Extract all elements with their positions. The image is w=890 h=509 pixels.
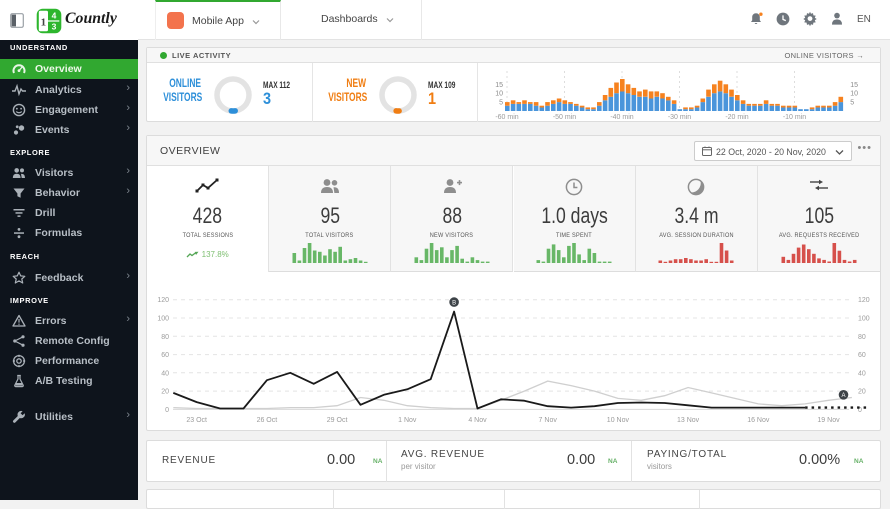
svg-text:4: 4 xyxy=(52,11,57,21)
svg-text:13 Nov: 13 Nov xyxy=(677,417,700,424)
svg-text:100: 100 xyxy=(858,316,870,323)
svg-text:5: 5 xyxy=(499,100,503,107)
svg-text:120: 120 xyxy=(858,297,870,304)
svg-text:26 Oct: 26 Oct xyxy=(257,417,278,424)
svg-text:20: 20 xyxy=(858,389,866,396)
svg-text:3: 3 xyxy=(52,22,57,32)
svg-text:20: 20 xyxy=(161,389,169,396)
svg-text:-40 min: -40 min xyxy=(610,114,633,121)
svg-text:120: 120 xyxy=(157,297,169,304)
svg-text:4 Nov: 4 Nov xyxy=(468,417,487,424)
svg-text:-20 min: -20 min xyxy=(725,114,748,121)
svg-text:-60 min: -60 min xyxy=(495,114,518,121)
svg-text:A: A xyxy=(841,393,845,399)
svg-text:10 Nov: 10 Nov xyxy=(607,417,630,424)
svg-text:15: 15 xyxy=(495,82,503,89)
svg-text:-30 min: -30 min xyxy=(668,114,691,121)
svg-text:23 Oct: 23 Oct xyxy=(186,417,207,424)
svg-text:5: 5 xyxy=(850,100,854,107)
svg-text:0: 0 xyxy=(165,407,169,414)
svg-text:60: 60 xyxy=(858,352,866,359)
svg-text:19 Nov: 19 Nov xyxy=(817,417,840,424)
svg-text:40: 40 xyxy=(858,370,866,377)
svg-text:80: 80 xyxy=(858,334,866,341)
svg-text:1: 1 xyxy=(41,17,47,29)
svg-text:15: 15 xyxy=(850,82,858,89)
svg-text:100: 100 xyxy=(157,316,169,323)
svg-text:60: 60 xyxy=(161,352,169,359)
svg-text:1 Nov: 1 Nov xyxy=(398,417,417,424)
svg-text:0: 0 xyxy=(858,407,862,414)
svg-text:7 Nov: 7 Nov xyxy=(539,417,558,424)
svg-text:10: 10 xyxy=(495,91,503,98)
svg-text:80: 80 xyxy=(161,334,169,341)
svg-text:29 Oct: 29 Oct xyxy=(327,417,348,424)
svg-text:16 Nov: 16 Nov xyxy=(747,417,770,424)
svg-text:-10 min: -10 min xyxy=(783,114,806,121)
svg-text:10: 10 xyxy=(850,91,858,98)
svg-text:B: B xyxy=(452,301,456,307)
svg-text:40: 40 xyxy=(161,370,169,377)
svg-text:-50 min: -50 min xyxy=(553,114,576,121)
